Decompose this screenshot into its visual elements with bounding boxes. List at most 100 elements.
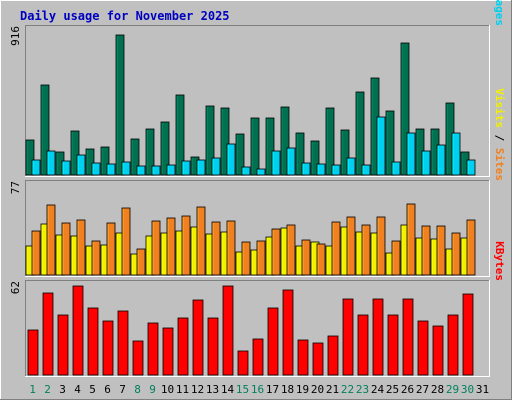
bar-hits-day-7 bbox=[115, 34, 125, 176]
bar-kbytes-day-26 bbox=[402, 298, 414, 376]
bar-files-day-9 bbox=[151, 165, 161, 176]
series-kbytes bbox=[27, 285, 474, 376]
bar-sites-day-5 bbox=[91, 240, 101, 276]
bar-sites-day-1 bbox=[31, 230, 41, 276]
bar-kbytes-day-16 bbox=[252, 338, 264, 376]
bar-files-day-11 bbox=[181, 160, 191, 176]
bar-hits-day-14 bbox=[220, 107, 230, 176]
bar-sites-day-13 bbox=[211, 221, 221, 276]
bar-sites-day-21 bbox=[331, 221, 341, 276]
bar-hits-day-15 bbox=[235, 133, 245, 176]
legend-label-visits: Visits / Sites bbox=[493, 88, 506, 181]
bar-sites-day-10 bbox=[166, 217, 176, 276]
bar-kbytes-day-25 bbox=[387, 314, 399, 376]
bar-kbytes-day-15 bbox=[237, 350, 249, 376]
bar-kbytes-day-7 bbox=[117, 310, 129, 376]
bar-sites-day-29 bbox=[451, 232, 461, 276]
bar-hits-day-21 bbox=[325, 107, 335, 176]
bar-kbytes-day-23 bbox=[357, 314, 369, 376]
legend-label-kbytes: KBytes bbox=[493, 241, 506, 281]
series-files bbox=[31, 116, 476, 176]
bar-files-day-29 bbox=[451, 132, 461, 176]
legend-sites: Sites bbox=[493, 148, 506, 181]
bar-sites-day-2 bbox=[46, 204, 56, 276]
bar-files-day-18 bbox=[286, 147, 296, 176]
bar-kbytes-day-8 bbox=[132, 340, 144, 376]
bar-sites-day-9 bbox=[151, 220, 161, 276]
bar-sites-day-26 bbox=[406, 203, 416, 276]
bar-hits-day-18 bbox=[280, 106, 290, 176]
bar-kbytes-day-4 bbox=[72, 285, 84, 376]
bar-files-day-25 bbox=[391, 161, 401, 176]
bar-files-day-26 bbox=[406, 132, 416, 176]
bar-kbytes-day-11 bbox=[177, 317, 189, 376]
bar-files-day-30 bbox=[466, 159, 476, 176]
bar-kbytes-day-29 bbox=[447, 314, 459, 376]
bar-sites-day-6 bbox=[106, 222, 116, 276]
bar-sites-day-12 bbox=[196, 206, 206, 276]
series-hits bbox=[25, 34, 470, 176]
bar-sites-day-30 bbox=[466, 219, 476, 276]
x-tick-label-day-22: 22 bbox=[341, 383, 354, 396]
bar-sites-day-14 bbox=[226, 220, 236, 276]
x-tick-label-day-10: 10 bbox=[161, 383, 174, 396]
x-tick-label-day-9: 9 bbox=[149, 383, 156, 396]
bar-sites-day-22 bbox=[346, 216, 356, 276]
panel-visits: 77 Visits / Sites bbox=[9, 88, 506, 277]
legend-label-hits: Hits / Files / Pages bbox=[493, 0, 506, 26]
x-tick-label-day-2: 2 bbox=[44, 383, 51, 396]
x-tick-label-day-29: 29 bbox=[446, 383, 459, 396]
bar-hits-day-16 bbox=[250, 117, 260, 176]
x-tick-label-day-17: 17 bbox=[266, 383, 279, 396]
bar-hits-day-11 bbox=[175, 94, 185, 176]
bar-files-day-20 bbox=[316, 163, 326, 176]
x-tick-label-day-13: 13 bbox=[206, 383, 219, 396]
panel-hits: 916 Hits / Files / Pages bbox=[9, 0, 506, 177]
bar-sites-day-17 bbox=[271, 228, 281, 276]
bar-files-day-6 bbox=[106, 163, 116, 176]
bar-files-day-17 bbox=[271, 150, 281, 176]
bar-hits-day-17 bbox=[265, 117, 275, 176]
legend-kbytes: KBytes bbox=[493, 241, 506, 281]
bar-sites-day-11 bbox=[181, 215, 191, 276]
bar-kbytes-day-10 bbox=[162, 327, 174, 376]
bar-hits-day-20 bbox=[310, 140, 320, 176]
x-tick-label-day-12: 12 bbox=[191, 383, 204, 396]
ymax-label-hits: 916 bbox=[9, 26, 22, 46]
x-tick-label-day-31: 31 bbox=[476, 383, 489, 396]
bar-hits-day-26 bbox=[400, 42, 410, 176]
bar-files-day-2 bbox=[46, 150, 56, 176]
bar-kbytes-day-24 bbox=[372, 298, 384, 376]
bar-sites-day-24 bbox=[376, 216, 386, 276]
x-tick-label-day-23: 23 bbox=[356, 383, 369, 396]
bar-kbytes-day-2 bbox=[42, 292, 54, 376]
x-tick-label-day-30: 30 bbox=[461, 383, 474, 396]
x-tick-label-day-18: 18 bbox=[281, 383, 294, 396]
x-tick-label-day-24: 24 bbox=[371, 383, 385, 396]
bar-kbytes-day-21 bbox=[327, 335, 339, 376]
bar-hits-day-13 bbox=[205, 105, 215, 176]
bar-sites-day-7 bbox=[121, 207, 131, 276]
x-tick-label-day-16: 16 bbox=[251, 383, 264, 396]
x-tick-label-day-5: 5 bbox=[89, 383, 96, 396]
bar-hits-day-23 bbox=[355, 91, 365, 176]
bar-kbytes-day-20 bbox=[312, 342, 324, 376]
bar-kbytes-day-5 bbox=[87, 307, 99, 376]
x-tick-label-day-8: 8 bbox=[134, 383, 141, 396]
chart-title: Daily usage for November 2025 bbox=[20, 9, 230, 23]
bar-files-day-27 bbox=[421, 150, 431, 176]
x-tick-label-day-21: 21 bbox=[326, 383, 339, 396]
bar-files-day-23 bbox=[361, 164, 371, 176]
bar-sites-day-4 bbox=[76, 219, 86, 276]
bar-kbytes-day-28 bbox=[432, 325, 444, 376]
ymax-label-kbytes: 62 bbox=[9, 281, 22, 294]
x-axis-labels: 1 2 3 4 5 6 7 8 9 10 11 12 13 14 15 16 17 18 19 20 21 22 23 24 2… bbox=[29, 383, 489, 396]
bar-sites-day-23 bbox=[361, 224, 371, 276]
bar-files-day-4 bbox=[76, 154, 86, 176]
panel-kbytes: 62 KBytes bbox=[9, 241, 506, 377]
bar-kbytes-day-3 bbox=[57, 314, 69, 376]
x-tick-label-day-6: 6 bbox=[104, 383, 111, 396]
x-tick-label-day-27: 27 bbox=[416, 383, 429, 396]
bar-files-day-28 bbox=[436, 144, 446, 176]
bar-sites-day-27 bbox=[421, 225, 431, 276]
